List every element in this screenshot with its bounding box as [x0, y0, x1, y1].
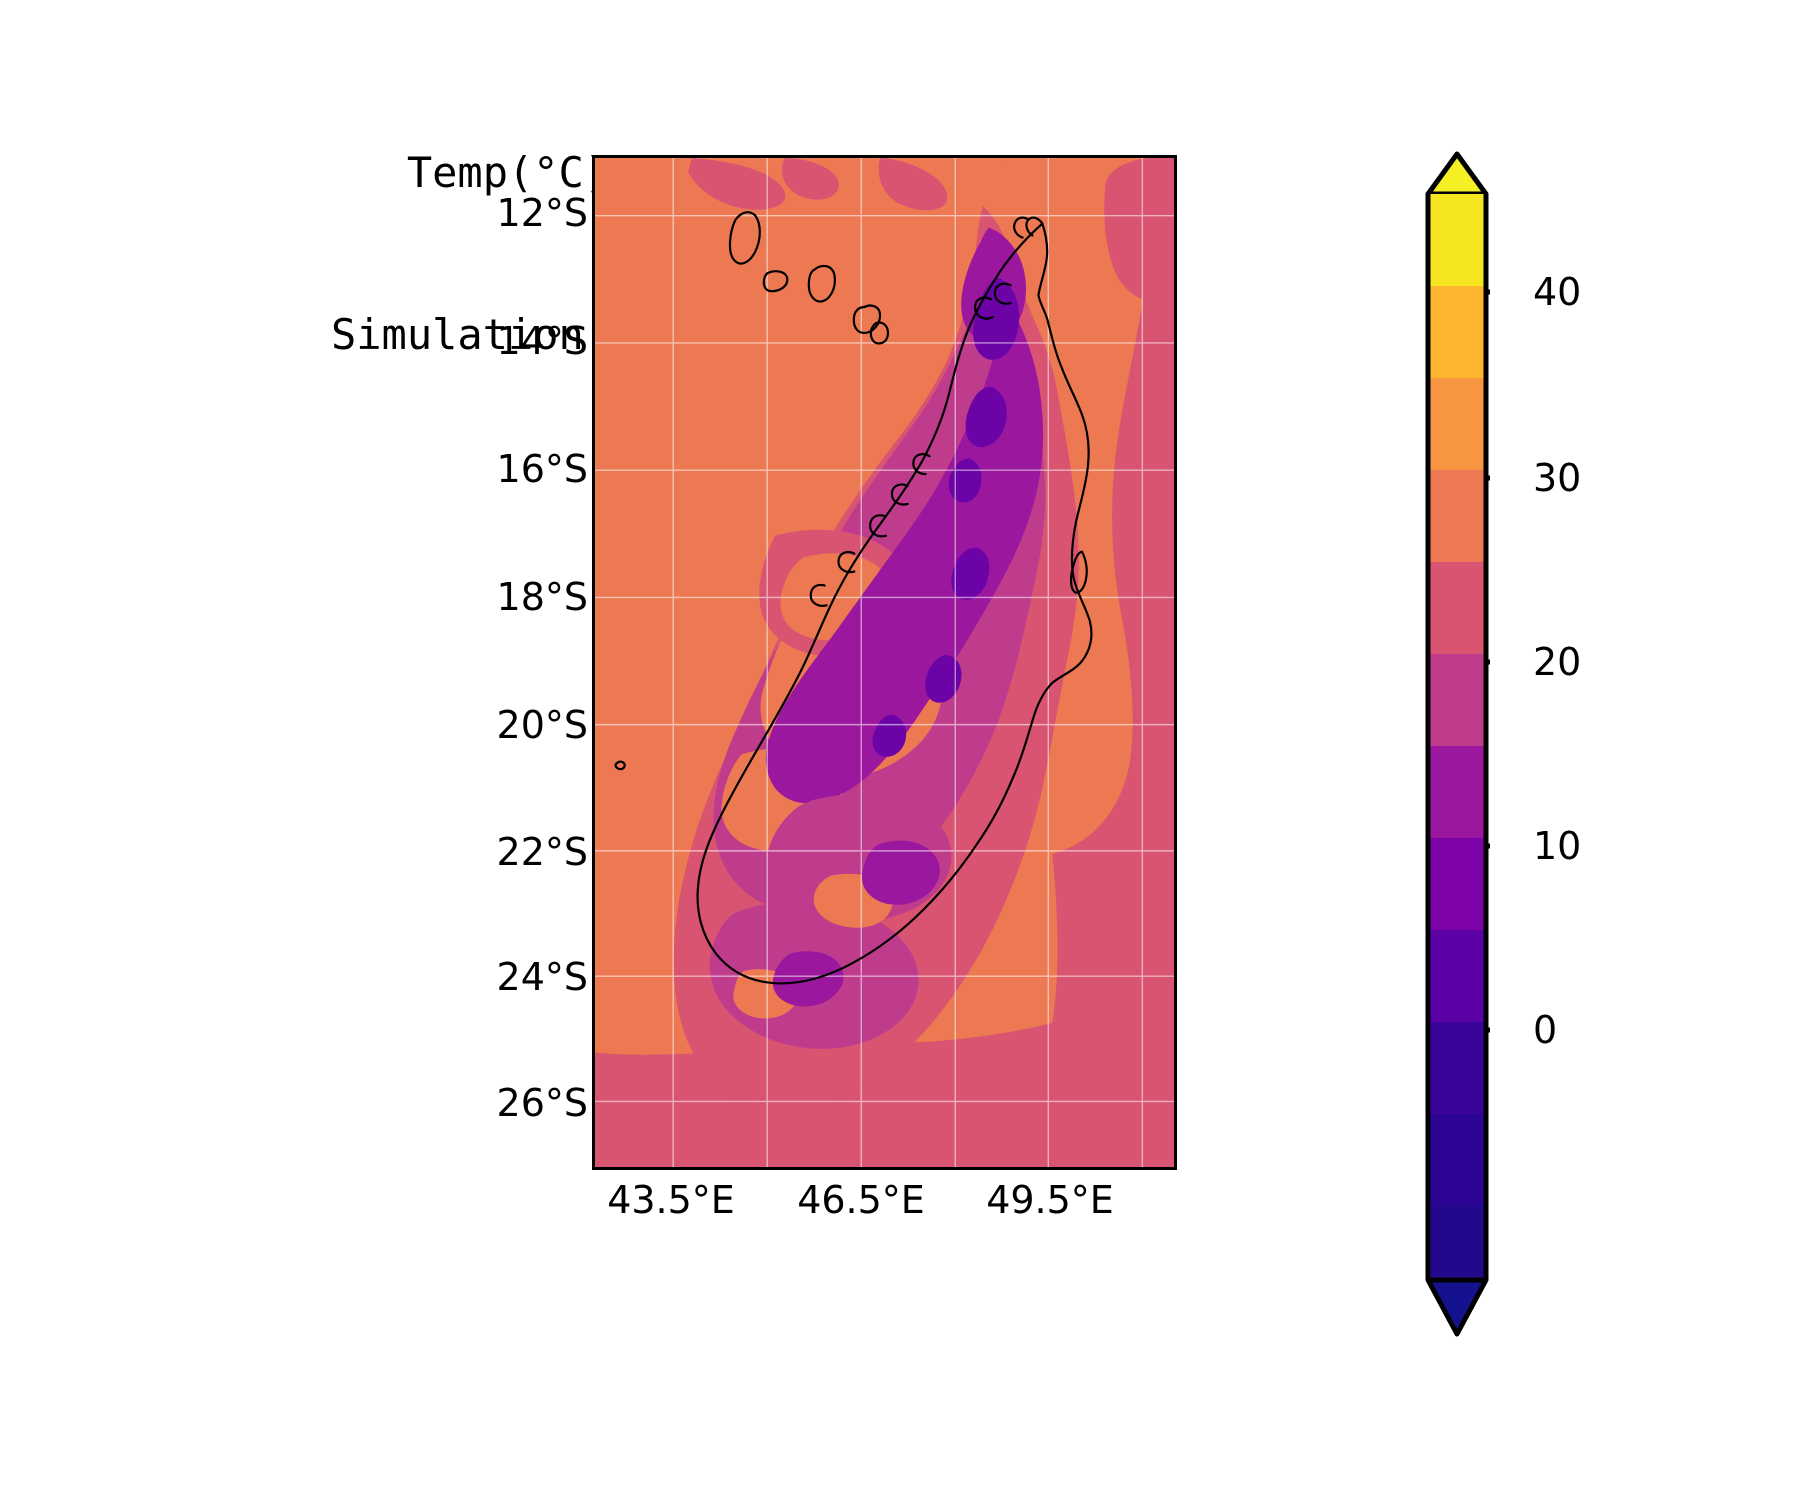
- colorbar-gradient: [1425, 151, 1490, 1337]
- lat-tick-26s: 26°S: [496, 1081, 588, 1125]
- coastline-overlay: [614, 211, 1093, 985]
- colorbar-tick-10: 10: [1533, 824, 1582, 868]
- colorbar-tick-0: 0: [1533, 1008, 1558, 1052]
- temperature-contour-field: [595, 158, 1174, 1167]
- lat-tick-20s: 20°S: [496, 703, 588, 747]
- lon-tick-49-5e: 49.5°E: [986, 1178, 1114, 1222]
- lat-tick-24s: 24°S: [496, 955, 588, 999]
- lon-tick-46-5e: 46.5°E: [797, 1178, 925, 1222]
- lat-tick-22s: 22°S: [496, 830, 588, 874]
- map-plot-area[interactable]: [592, 155, 1177, 1170]
- lat-tick-18s: 18°S: [496, 575, 588, 619]
- lat-tick-14s: 14°S: [496, 319, 588, 363]
- lat-tick-16s: 16°S: [496, 447, 588, 491]
- lat-tick-12s: 12°S: [496, 191, 588, 235]
- lon-tick-43-5e: 43.5°E: [607, 1178, 735, 1222]
- colorbar-tick-20: 20: [1533, 640, 1582, 684]
- colorbar-tick-30: 30: [1533, 456, 1582, 500]
- colorbar-tick-40: 40: [1533, 270, 1582, 314]
- colorbar[interactable]: [1424, 150, 1490, 1340]
